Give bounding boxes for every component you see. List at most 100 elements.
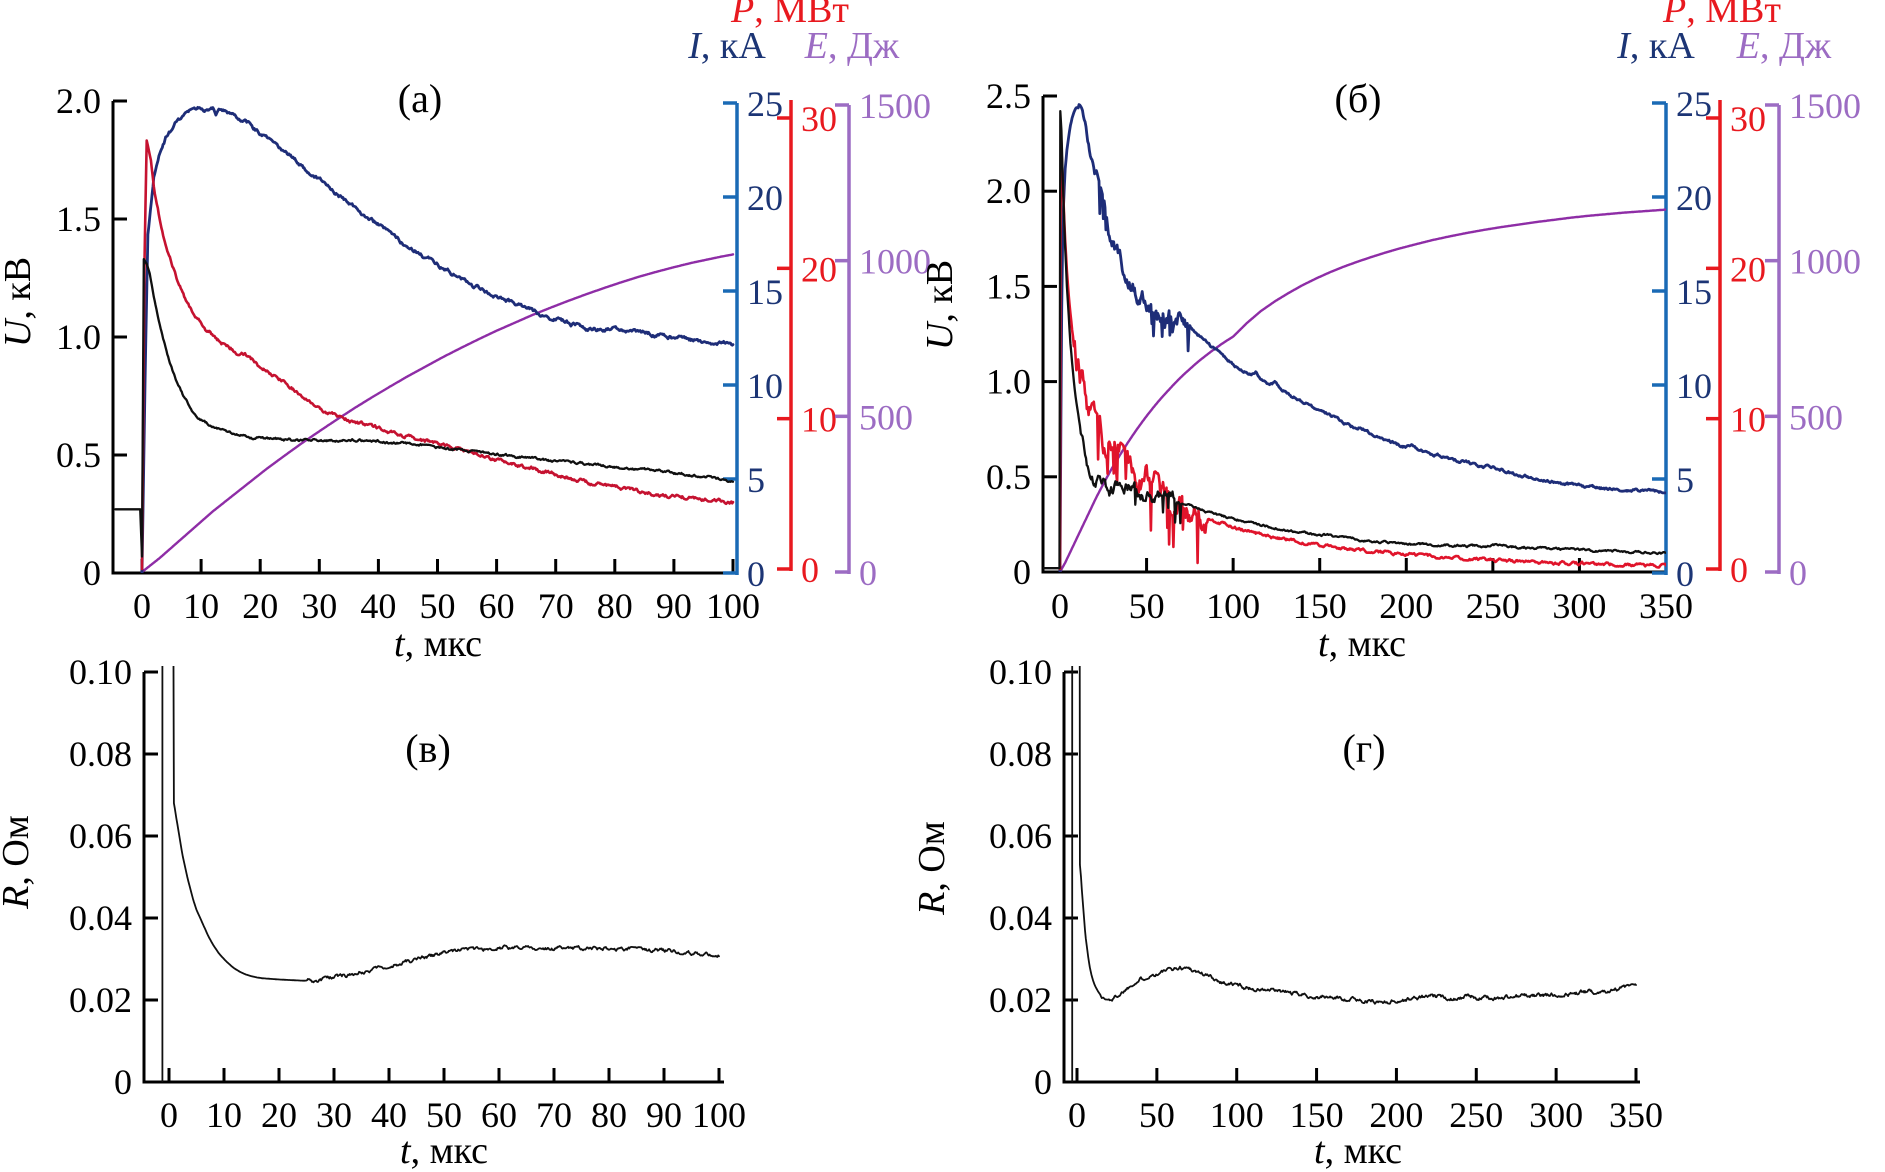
- right-axis-E-title: E, Дж: [804, 25, 900, 67]
- y-tick-label: 0.08: [989, 734, 1052, 774]
- right-axis-I-tick-label: 0: [747, 554, 765, 594]
- x-tick-label: 100: [1206, 586, 1260, 626]
- y-axis-title-var: U: [0, 317, 39, 347]
- right-axis-P-title-unit: , МВт: [754, 0, 849, 31]
- x-tick-label: 300: [1529, 1095, 1583, 1135]
- y-tick-label: 0.02: [989, 980, 1052, 1020]
- x-tick-label: 40: [371, 1095, 407, 1135]
- right-axis-E-tick-label: 500: [859, 397, 913, 437]
- x-tick-label: 100: [1210, 1095, 1264, 1135]
- x-axis-title-var: t: [1318, 623, 1330, 665]
- x-tick-label: 70: [538, 586, 574, 626]
- y-tick-label: 0.06: [69, 816, 132, 856]
- right-axis-I-tick-label: 10: [747, 366, 783, 406]
- x-axis-title: t, мкс: [394, 623, 482, 665]
- x-tick-label: 250: [1449, 1095, 1503, 1135]
- x-axis-title: t, мкс: [1318, 623, 1406, 665]
- y-axis-title-var: R: [911, 892, 953, 916]
- series-R: [1071, 666, 1637, 1082]
- series-P: [140, 139, 735, 571]
- panel-letter: (в): [405, 726, 451, 771]
- y-axis-title-unit: , Ом: [0, 815, 37, 886]
- x-tick-label: 80: [597, 586, 633, 626]
- y-tick-label: 0: [83, 553, 101, 593]
- x-tick-label: 50: [1129, 586, 1165, 626]
- x-tick-label: 20: [242, 586, 278, 626]
- x-tick-label: 0: [133, 586, 151, 626]
- y-tick-label: 1.0: [986, 362, 1031, 402]
- x-axis-title: t, мкс: [1314, 1130, 1402, 1172]
- right-axis-P-tick-label: 10: [1730, 400, 1766, 440]
- x-tick-label: 80: [591, 1095, 627, 1135]
- right-axis-I-title-unit: , кА: [701, 25, 766, 67]
- y-axis-title-var: U: [919, 320, 961, 350]
- x-axis-title-unit: , мкс: [411, 1130, 488, 1172]
- y-tick-label: 2.0: [986, 171, 1031, 211]
- right-axis-I-title: I, кА: [687, 25, 766, 67]
- panel-letter: (а): [398, 76, 442, 121]
- x-tick-label: 40: [360, 586, 396, 626]
- y-tick-label: 1.5: [986, 266, 1031, 306]
- x-tick-label: 70: [536, 1095, 572, 1135]
- y-axis-title-unit: , Ом: [911, 821, 953, 892]
- right-axis-E-tick-label: 1500: [1789, 86, 1861, 126]
- right-axis-E-title-var: E: [1736, 25, 1760, 67]
- x-axis-title-unit: , мкс: [1329, 623, 1406, 665]
- x-tick-label: 50: [1139, 1095, 1175, 1135]
- x-tick-label: 0: [1051, 586, 1069, 626]
- x-tick-label: 60: [481, 1095, 517, 1135]
- right-axis-I-title-unit: , кА: [1630, 25, 1695, 67]
- y-tick-label: 0: [1013, 552, 1031, 592]
- right-axis-E-tick-label: 500: [1789, 397, 1843, 437]
- right-axis-E-tick-label: 1000: [1789, 242, 1861, 282]
- right-axis-I-tick-label: 5: [1676, 460, 1694, 500]
- right-axis-I-tick-label: 20: [1676, 178, 1712, 218]
- y-tick-label: 0.5: [986, 457, 1031, 497]
- right-axis-I-tick-label: 5: [747, 460, 765, 500]
- right-axis-I-tick-label: 15: [747, 272, 783, 312]
- y-tick-label: 1.5: [56, 199, 101, 239]
- x-axis-title-unit: , мкс: [405, 623, 482, 665]
- x-tick-label: 90: [656, 586, 692, 626]
- right-axis-P-tick-label: 30: [1730, 99, 1766, 139]
- y-axis-title: U, кВ: [919, 260, 961, 350]
- right-axis-E-tick-label: 1500: [859, 86, 931, 126]
- y-axis-title: R, Ом: [911, 821, 953, 916]
- right-axis-P-tick-label: 20: [1730, 249, 1766, 289]
- x-tick-label: 250: [1466, 586, 1520, 626]
- y-tick-label: 0.5: [56, 435, 101, 475]
- panel-v: 0 10 20 30 40 50 60 70 80 90 100 0 0.02 0.04 0.06 0.08 0…: [0, 652, 746, 1172]
- right-axis-E-tick-label: 0: [1789, 553, 1807, 593]
- y-tick-label: 2.5: [986, 76, 1031, 116]
- x-tick-label: 30: [301, 586, 337, 626]
- x-tick-label: 10: [206, 1095, 242, 1135]
- x-tick-label: 200: [1369, 1095, 1423, 1135]
- right-axis-E-title-var: E: [804, 25, 828, 67]
- x-tick-label: 50: [420, 586, 456, 626]
- x-tick-label: 300: [1552, 586, 1606, 626]
- x-tick-label: 350: [1639, 586, 1693, 626]
- right-axis-P-tick-label: 20: [801, 249, 837, 289]
- x-tick-label: 100: [692, 1095, 746, 1135]
- right-axis-P-title-var: P: [730, 0, 754, 31]
- series-U: [114, 257, 735, 558]
- series-R: [161, 666, 720, 1082]
- x-tick-label: 30: [316, 1095, 352, 1135]
- series-E: [140, 253, 735, 573]
- y-axis-title-unit: , кВ: [0, 257, 39, 320]
- series-U: [1043, 110, 1666, 570]
- panel-g: 0 50 100 150 200 250 300 350 0 0.02 0.04 0.06 0.08 0.…: [911, 652, 1663, 1172]
- right-axis-I-title: I, кА: [1616, 25, 1695, 67]
- x-tick-label: 50: [426, 1095, 462, 1135]
- right-axis-P-tick-label: 0: [1730, 550, 1748, 590]
- right-axis-E-tick-label: 1000: [859, 242, 931, 282]
- x-axis-title-var: t: [1314, 1130, 1326, 1172]
- right-axis-E-title: E, Дж: [1736, 25, 1832, 67]
- y-tick-label: 1.0: [56, 317, 101, 357]
- right-axis-E-title-unit: , Дж: [828, 25, 900, 67]
- y-axis-title: R, Ом: [0, 815, 37, 910]
- x-tick-label: 100: [706, 586, 760, 626]
- x-axis-title: t, мкс: [400, 1130, 488, 1172]
- x-axis-title-var: t: [394, 623, 406, 665]
